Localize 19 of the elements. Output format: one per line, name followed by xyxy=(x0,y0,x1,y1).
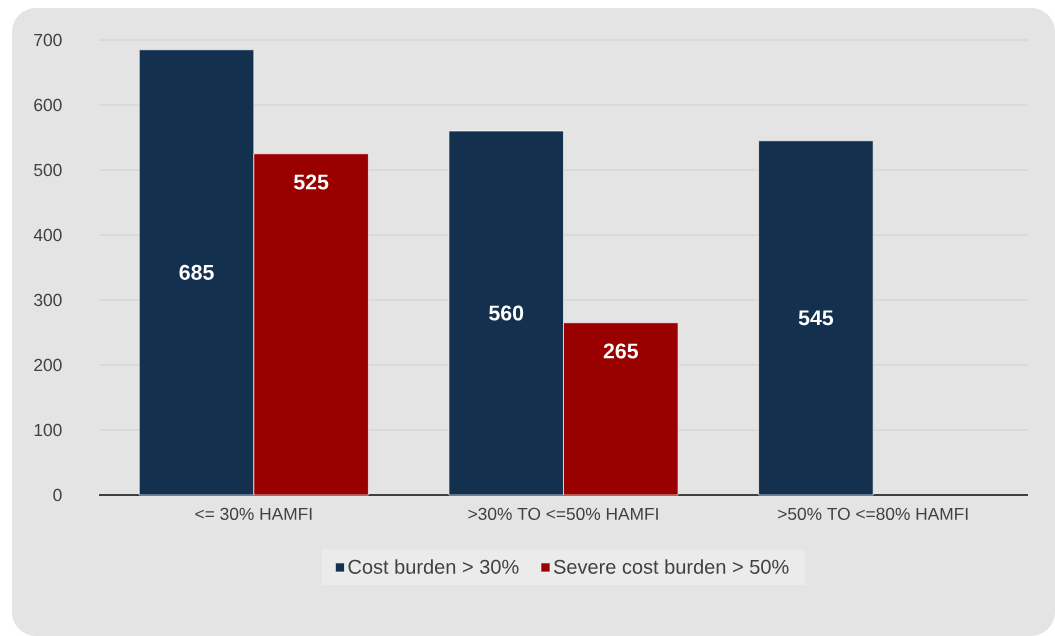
data-label: 685 xyxy=(179,264,214,280)
y-tick-label: 500 xyxy=(34,163,62,177)
legend-label: Severe cost burden > 50% xyxy=(553,559,789,574)
data-label: 560 xyxy=(489,305,524,321)
y-tick-label: 0 xyxy=(53,488,62,502)
data-label: 525 xyxy=(293,174,329,190)
bar xyxy=(758,140,874,496)
y-tick-label: 700 xyxy=(34,33,62,47)
x-tick-label: >50% TO <=80% HAMFI xyxy=(778,507,968,520)
x-tick-label: <= 30% HAMFI xyxy=(195,507,312,520)
y-tick-label: 100 xyxy=(34,423,62,437)
y-tick-label: 200 xyxy=(34,358,62,372)
legend-label: Cost burden > 30% xyxy=(348,559,519,574)
y-tick-label: 400 xyxy=(33,228,62,242)
x-tick-label: >30% TO <=50% HAMFI xyxy=(468,507,658,520)
y-tick-label: 600 xyxy=(34,98,62,112)
data-label: 545 xyxy=(798,310,834,326)
y-tick-label: 300 xyxy=(34,293,62,307)
data-label: 265 xyxy=(603,343,638,359)
